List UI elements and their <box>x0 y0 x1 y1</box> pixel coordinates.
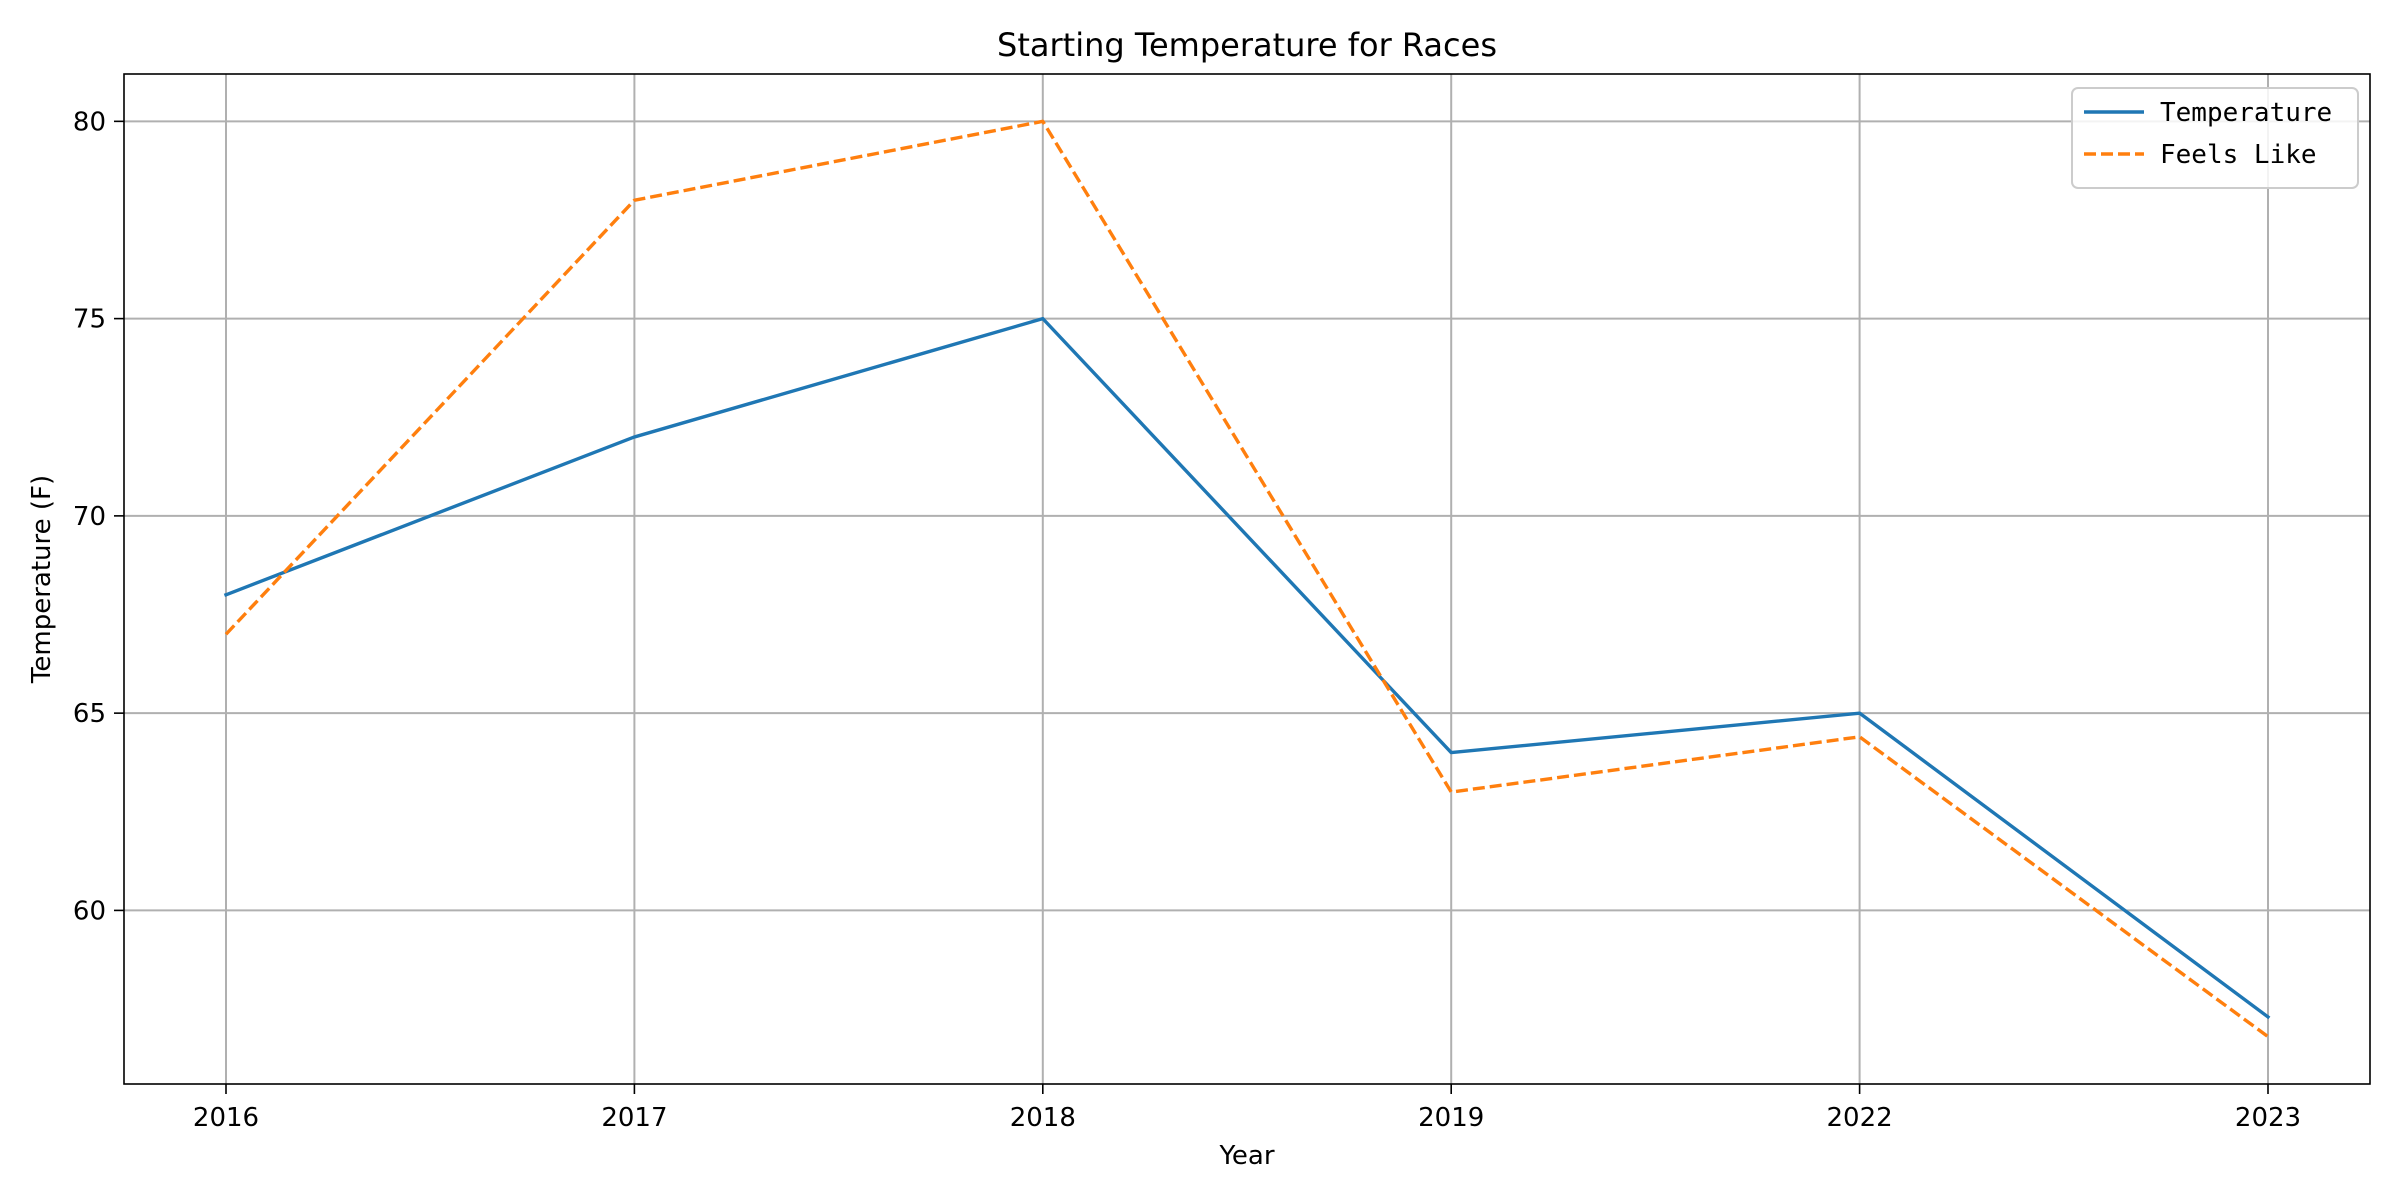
y-tick-label: 65 <box>73 699 106 729</box>
grid <box>124 74 2370 1084</box>
legend: Temperature Feels Like <box>2071 87 2359 189</box>
series-line-temperature <box>223 316 2271 1020</box>
series-lines <box>223 119 2271 1039</box>
x-tick-label: 2016 <box>193 1103 259 1133</box>
y-tick-label: 60 <box>73 896 106 926</box>
x-axis-ticks: 2016 2017 2018 2019 2022 2023 <box>193 1084 2301 1133</box>
x-tick-label: 2019 <box>1418 1103 1484 1133</box>
y-axis-label: Temperature (F) <box>27 475 57 684</box>
legend-label: Feels Like <box>2160 140 2317 170</box>
x-tick-label: 2023 <box>2235 1103 2301 1133</box>
y-tick-label: 80 <box>73 107 106 137</box>
plot-frame <box>123 73 2371 1085</box>
y-tick-label: 75 <box>73 305 106 335</box>
y-axis-ticks: 60 65 70 75 80 <box>73 107 124 926</box>
x-tick-label: 2022 <box>1827 1103 1893 1133</box>
series-line-feels-like <box>224 119 2270 1039</box>
y-tick-label: 70 <box>73 502 106 532</box>
chart-title: Starting Temperature for Races <box>997 26 1497 64</box>
x-axis-label: Year <box>1218 1141 1274 1171</box>
legend-label: Temperature <box>2160 98 2332 128</box>
x-tick-label: 2017 <box>601 1103 667 1133</box>
x-tick-label: 2018 <box>1010 1103 1076 1133</box>
